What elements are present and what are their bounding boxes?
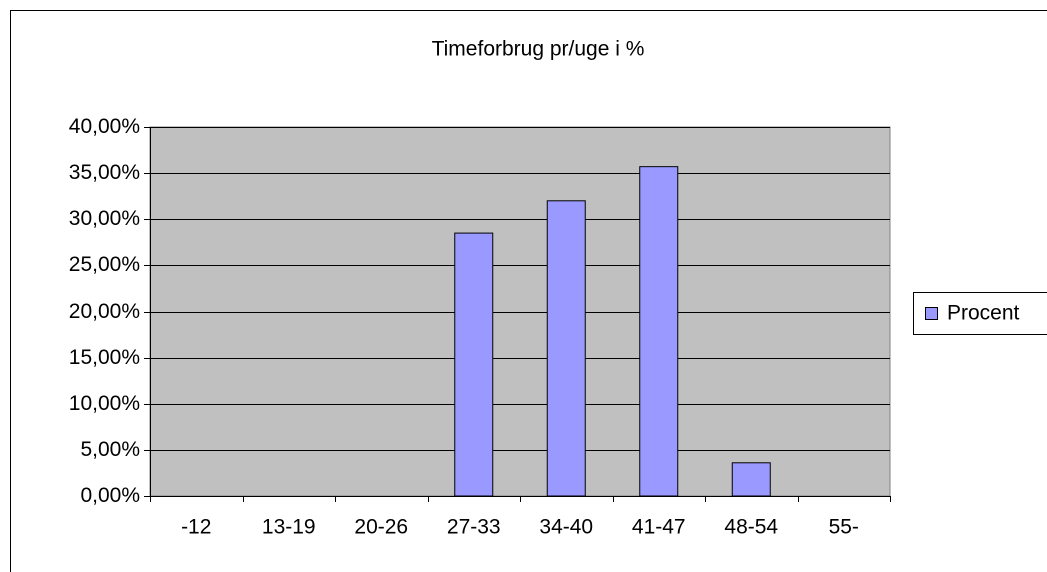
y-tick-label: 20,00% xyxy=(69,300,140,323)
y-tick-label: 5,00% xyxy=(80,438,140,461)
legend-swatch xyxy=(925,307,938,320)
y-tick-label: 35,00% xyxy=(69,161,140,184)
y-tick-label: 15,00% xyxy=(69,346,140,369)
x-tick-label: -12 xyxy=(181,516,211,539)
x-tick-label: 27-33 xyxy=(447,516,501,539)
y-tick-label: 40,00% xyxy=(69,115,140,138)
y-tick-label: 30,00% xyxy=(69,207,140,230)
x-tick-label: 48-54 xyxy=(724,516,778,539)
y-tick-label: 10,00% xyxy=(69,392,140,415)
x-tick-label: 34-40 xyxy=(539,516,593,539)
legend-label: Procent xyxy=(947,302,1020,325)
y-tick-label: 0,00% xyxy=(80,484,140,507)
x-tick-label: 55- xyxy=(829,516,859,539)
y-tick-label: 25,00% xyxy=(69,253,140,276)
x-tick-label: 20-26 xyxy=(354,516,408,539)
chart-title: Timeforbrug pr/uge i % xyxy=(432,38,645,61)
plot-area xyxy=(149,126,891,497)
x-tick-label: 41-47 xyxy=(632,516,686,539)
bar xyxy=(454,232,494,497)
bar xyxy=(546,200,586,497)
x-tick-label: 13-19 xyxy=(262,516,316,539)
bar xyxy=(731,462,771,497)
bar xyxy=(639,166,679,497)
